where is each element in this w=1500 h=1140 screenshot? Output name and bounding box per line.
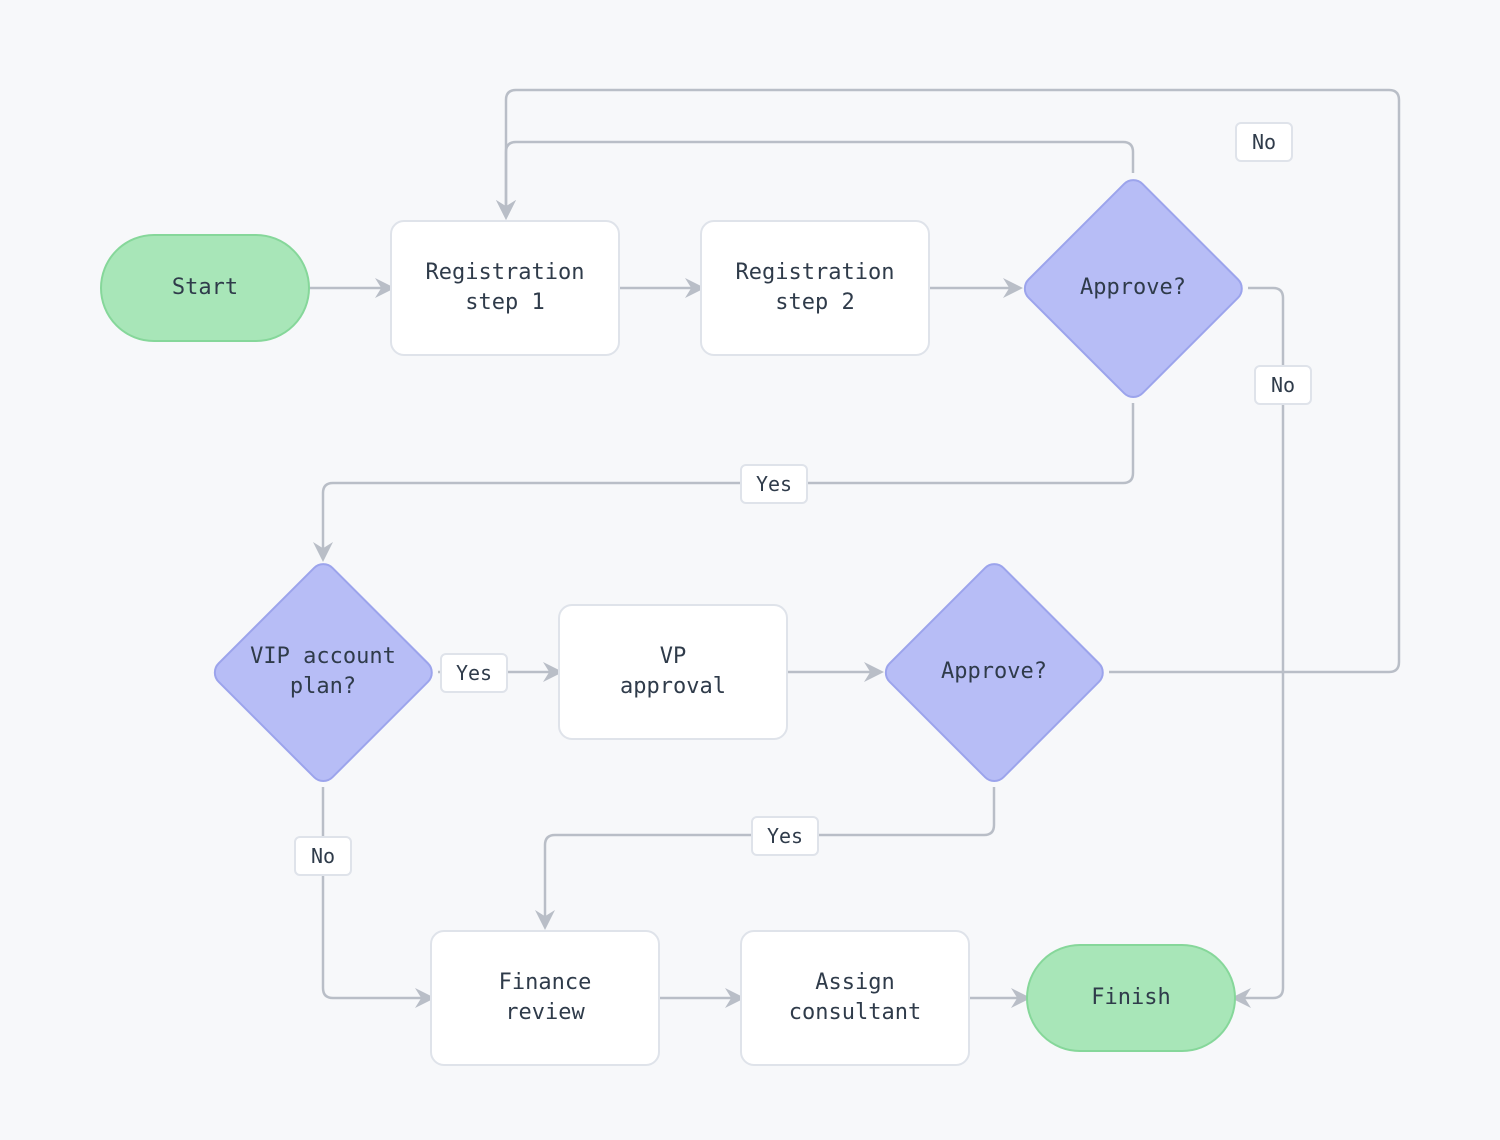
edge-label-text: No — [1271, 373, 1295, 397]
edge-label-appr2_yes: Yes — [751, 816, 819, 856]
edge-label-no_box: No — [294, 836, 352, 876]
node-label: Registration step 1 — [426, 258, 585, 317]
node-reg1: Registration step 1 — [390, 220, 620, 356]
edge-label-yes_box: Yes — [440, 653, 508, 693]
edge-label-appr1_no: No — [1235, 122, 1293, 162]
edge-label-text: Yes — [756, 472, 792, 496]
node-start: Start — [100, 234, 310, 342]
node-appr2: Approve? — [879, 557, 1109, 787]
node-label: Approve? — [1074, 273, 1192, 303]
edge-label-text: No — [311, 844, 335, 868]
flowchart-canvas: Start Registration step 1 Registration ste… — [0, 0, 1500, 1140]
edge — [323, 787, 430, 998]
edge-label-text: Yes — [767, 824, 803, 848]
edge — [323, 403, 1133, 557]
node-vip: VIP account plan? — [208, 557, 438, 787]
node-label: VP approval — [620, 642, 726, 701]
node-fin: Finance review — [430, 930, 660, 1066]
edge-label-text: Yes — [456, 661, 492, 685]
node-appr1: Approve? — [1018, 173, 1248, 403]
node-label: Finish — [1091, 983, 1170, 1013]
edge-label-text: No — [1252, 130, 1276, 154]
edge-label-appr1_yes: Yes — [740, 464, 808, 504]
node-finish: Finish — [1026, 944, 1236, 1052]
node-label: Registration step 2 — [736, 258, 895, 317]
node-vp: VP approval — [558, 604, 788, 740]
edge — [545, 787, 994, 925]
node-reg2: Registration step 2 — [700, 220, 930, 356]
node-label: Assign consultant — [789, 968, 921, 1027]
edge-label-appr2_no: No — [1254, 365, 1312, 405]
node-assign: Assign consultant — [740, 930, 970, 1066]
node-label: Finance review — [499, 968, 592, 1027]
node-label: Start — [172, 273, 238, 303]
node-label: Approve? — [935, 657, 1053, 687]
node-label: VIP account plan? — [244, 642, 402, 701]
